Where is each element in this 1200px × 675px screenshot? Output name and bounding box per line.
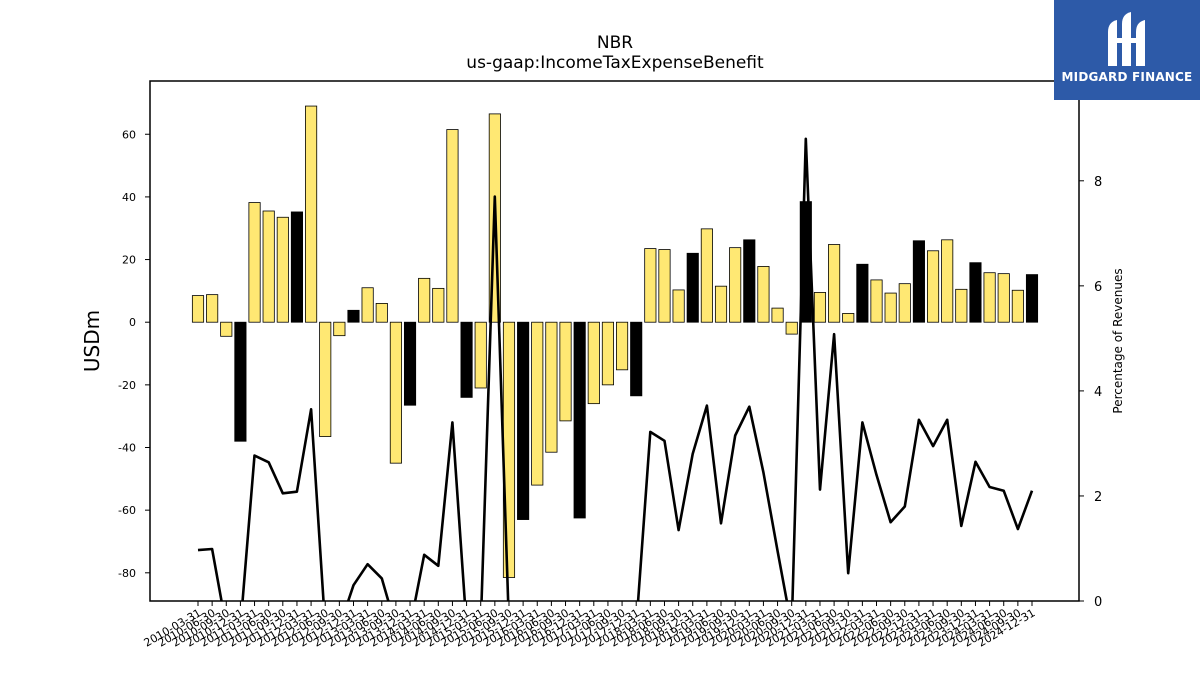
bar xyxy=(191,295,205,323)
bar xyxy=(672,289,685,323)
bar xyxy=(997,273,1010,323)
bar xyxy=(403,321,417,406)
y2-tick-label: 0 xyxy=(1094,595,1102,610)
bar xyxy=(290,211,304,323)
bar xyxy=(644,248,657,323)
bar xyxy=(460,321,473,398)
bar xyxy=(559,321,572,422)
bar xyxy=(305,105,318,323)
bar xyxy=(630,321,643,397)
bar xyxy=(884,292,897,323)
y-tick-label: 40 xyxy=(122,191,136,204)
y-tick-label: -20 xyxy=(118,379,136,392)
y2-tick-label: 6 xyxy=(1094,280,1102,295)
bar xyxy=(926,250,940,323)
bar xyxy=(206,294,219,323)
bar xyxy=(262,210,275,323)
bar xyxy=(333,321,346,337)
y-tick-label: 60 xyxy=(122,128,136,141)
bar xyxy=(898,283,911,323)
bar xyxy=(969,262,982,323)
y-tick-label: -40 xyxy=(118,442,136,455)
bar xyxy=(234,321,247,442)
bar xyxy=(757,266,770,323)
y-tick-label: -60 xyxy=(118,504,136,517)
bar xyxy=(700,228,713,323)
bar xyxy=(813,292,827,323)
bar xyxy=(743,239,756,323)
bar xyxy=(474,321,487,389)
brand-logo: MIDGARD FINANCE xyxy=(1054,0,1200,100)
bar xyxy=(375,303,388,323)
bar xyxy=(418,277,431,323)
bar xyxy=(1011,289,1024,323)
bar xyxy=(248,202,261,323)
bar xyxy=(361,287,374,323)
brand-name: MIDGARD FINANCE xyxy=(1061,70,1193,84)
bar xyxy=(517,321,530,520)
bar xyxy=(347,309,360,323)
chart-title: NBR xyxy=(597,33,633,53)
bar xyxy=(389,321,402,464)
y-tick-label: 20 xyxy=(122,254,136,267)
bar xyxy=(319,321,332,437)
bar xyxy=(983,272,996,323)
bar xyxy=(714,285,728,323)
bar xyxy=(446,129,459,323)
chart-subtitle: us-gaap:IncomeTaxExpenseBenefit xyxy=(466,53,764,73)
bar xyxy=(531,321,544,486)
bar xyxy=(955,288,968,323)
y2-tick-label: 2 xyxy=(1094,490,1102,505)
bar xyxy=(729,247,742,323)
y-tick-label: 0 xyxy=(129,316,136,329)
bar xyxy=(842,313,855,323)
bar xyxy=(616,321,629,371)
plot-frame xyxy=(149,80,1080,602)
bar xyxy=(573,321,586,519)
y-tick-label: -80 xyxy=(118,567,136,580)
bar xyxy=(587,321,600,405)
y2-tick-label: 4 xyxy=(1094,385,1102,400)
series-line xyxy=(197,137,1034,601)
bar xyxy=(1025,274,1039,323)
y-axis-label: USDm xyxy=(80,310,104,372)
bar xyxy=(870,279,883,323)
bar xyxy=(912,240,925,323)
bar xyxy=(601,321,614,386)
bar xyxy=(545,321,558,453)
bar xyxy=(828,244,841,323)
bar xyxy=(658,249,671,323)
bar xyxy=(785,321,798,335)
bar xyxy=(856,263,869,323)
bar xyxy=(432,287,445,323)
y2-axis-label: Percentage of Revenues xyxy=(1111,268,1125,413)
bar xyxy=(276,216,289,323)
bar xyxy=(771,307,784,323)
bar xyxy=(941,239,954,323)
bar xyxy=(686,252,699,323)
bar xyxy=(220,321,233,337)
y2-tick-label: 8 xyxy=(1094,175,1102,190)
midgard-logo-icon xyxy=(1108,12,1145,66)
